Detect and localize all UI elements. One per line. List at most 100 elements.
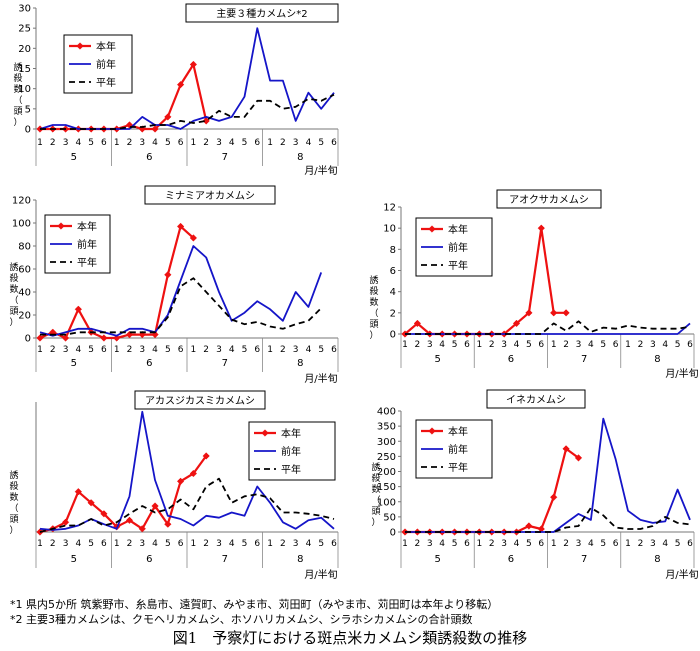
legend-label: 本年 bbox=[281, 427, 301, 440]
y-axis-title-char: 数 bbox=[369, 296, 378, 308]
y-axis-title-char: ） bbox=[9, 317, 18, 328]
month-label: 6 bbox=[146, 152, 152, 163]
x-tick-label: 4 bbox=[229, 138, 235, 148]
x-tick-label: 1 bbox=[191, 539, 197, 549]
x-tick-label: 1 bbox=[476, 539, 482, 549]
data-point-marker bbox=[125, 516, 134, 524]
series-line bbox=[39, 455, 208, 534]
data-point-marker bbox=[189, 469, 198, 478]
x-tick-label: 5 bbox=[165, 345, 171, 355]
y-tick-label: 20 bbox=[18, 44, 31, 55]
data-point-marker bbox=[151, 125, 159, 133]
data-point-marker bbox=[74, 488, 83, 496]
month-label: 8 bbox=[297, 358, 303, 369]
y-tick-label: 100 bbox=[12, 219, 31, 230]
month-label: 6 bbox=[146, 554, 152, 565]
x-tick-label: 4 bbox=[514, 539, 520, 549]
x-tick-label: 4 bbox=[439, 539, 445, 549]
x-tick-label: 1 bbox=[551, 340, 557, 350]
y-tick-label: 60 bbox=[18, 265, 31, 276]
chart-panel-4: 1 2 3 4 5 6 1 2 3 4 5 6 1 2 3 4 5 6 1 2 3 4 5 65 6 7 8月/半旬誘殺数（頭）アカ… bbox=[9, 390, 339, 581]
y-tick-label: 12 bbox=[383, 203, 396, 214]
series-previous bbox=[39, 245, 323, 337]
y-tick-label: 0 bbox=[25, 334, 31, 345]
y-tick-label: 0 bbox=[390, 330, 396, 341]
figure-caption: 図1 予察灯における斑点米カメムシ類誘殺数の推移 bbox=[172, 629, 528, 647]
data-point-marker bbox=[100, 510, 108, 518]
x-tick-label: 6 bbox=[464, 340, 470, 350]
y-axis-title-char: 頭 bbox=[371, 506, 380, 517]
x-tick-label: 6 bbox=[331, 345, 337, 355]
y-tick-label: 0 bbox=[25, 125, 31, 136]
data-point-marker bbox=[164, 271, 172, 279]
y-tick-label: 250 bbox=[377, 452, 396, 463]
data-point-marker bbox=[512, 319, 521, 328]
x-tick-label: 6 bbox=[101, 138, 107, 148]
x-tick-label: 6 bbox=[613, 539, 619, 549]
chart-title-box bbox=[185, 3, 339, 23]
x-tick-label: 2 bbox=[50, 345, 56, 355]
month-label: 6 bbox=[508, 554, 514, 565]
legend-label: 平年 bbox=[448, 259, 468, 272]
x-tick-label: 1 bbox=[191, 345, 197, 355]
x-tick-label: 1 bbox=[625, 539, 631, 549]
x-tick-label: 3 bbox=[63, 345, 69, 355]
x-tick-label: 3 bbox=[139, 138, 145, 148]
data-point-marker bbox=[574, 454, 583, 462]
y-axis-title-char: （ bbox=[13, 95, 22, 106]
x-tick-label: 3 bbox=[293, 138, 299, 148]
series-previous bbox=[405, 322, 691, 335]
month-label: 5 bbox=[434, 554, 440, 565]
y-axis-title-char: 誘 bbox=[13, 61, 22, 73]
y-axis-title-char: 殺 bbox=[9, 272, 18, 284]
x-tick-label: 3 bbox=[501, 539, 507, 549]
x-tick-label: 5 bbox=[88, 539, 94, 549]
y-tick-label: 10 bbox=[18, 84, 31, 95]
footnote-1: *1 県内5か所 筑紫野市、糸島市、遠賀町、みやま市、苅田町（みやま市、苅田町は… bbox=[10, 598, 499, 611]
chart-title-box bbox=[134, 390, 266, 410]
y-tick-label: 25 bbox=[18, 24, 31, 35]
y-axis-title-char: （ bbox=[369, 308, 378, 319]
x-tick-label: 1 bbox=[402, 539, 408, 549]
x-tick-label: 4 bbox=[439, 340, 445, 350]
data-point-marker bbox=[125, 330, 134, 339]
legend-label: 平年 bbox=[77, 256, 97, 269]
x-tick-label: 4 bbox=[588, 340, 594, 350]
legend-label: 本年 bbox=[96, 40, 116, 53]
y-tick-label: 40 bbox=[18, 288, 31, 299]
legend-marker bbox=[76, 42, 84, 50]
x-tick-label: 2 bbox=[280, 539, 286, 549]
y-tick-label: 400 bbox=[377, 407, 396, 418]
x-tick-label: 4 bbox=[75, 539, 81, 549]
x-tick-label: 6 bbox=[538, 539, 544, 549]
series-average bbox=[39, 477, 335, 533]
x-tick-label: 6 bbox=[687, 539, 693, 549]
month-label: 7 bbox=[581, 554, 587, 565]
x-tick-label: 5 bbox=[452, 539, 458, 549]
y-axis-title-char: 殺 bbox=[9, 480, 18, 492]
x-tick-label: 5 bbox=[242, 539, 248, 549]
month-label: 8 bbox=[297, 152, 303, 163]
x-tick-label: 1 bbox=[267, 345, 273, 355]
x-tick-label: 6 bbox=[178, 138, 184, 148]
legend-label: 本年 bbox=[448, 223, 468, 236]
x-tick-label: 4 bbox=[152, 345, 158, 355]
y-tick-label: 2 bbox=[390, 308, 396, 319]
x-tick-label: 6 bbox=[613, 340, 619, 350]
x-tick-label: 4 bbox=[588, 539, 594, 549]
x-tick-label: 2 bbox=[415, 340, 421, 350]
month-label: 8 bbox=[297, 554, 303, 565]
month-label: 5 bbox=[71, 358, 77, 369]
y-axis-title-char: 誘 bbox=[9, 469, 18, 481]
data-point-marker bbox=[525, 522, 533, 530]
legend-marker bbox=[428, 427, 436, 435]
y-tick-label: 150 bbox=[377, 482, 396, 493]
x-tick-label: 3 bbox=[139, 539, 145, 549]
y-tick-label: 350 bbox=[377, 422, 396, 433]
y-tick-label: 6 bbox=[390, 266, 396, 277]
x-tick-label: 6 bbox=[254, 138, 260, 148]
y-axis-title-char: 殺 bbox=[369, 285, 378, 297]
y-tick-label: 100 bbox=[377, 497, 396, 508]
